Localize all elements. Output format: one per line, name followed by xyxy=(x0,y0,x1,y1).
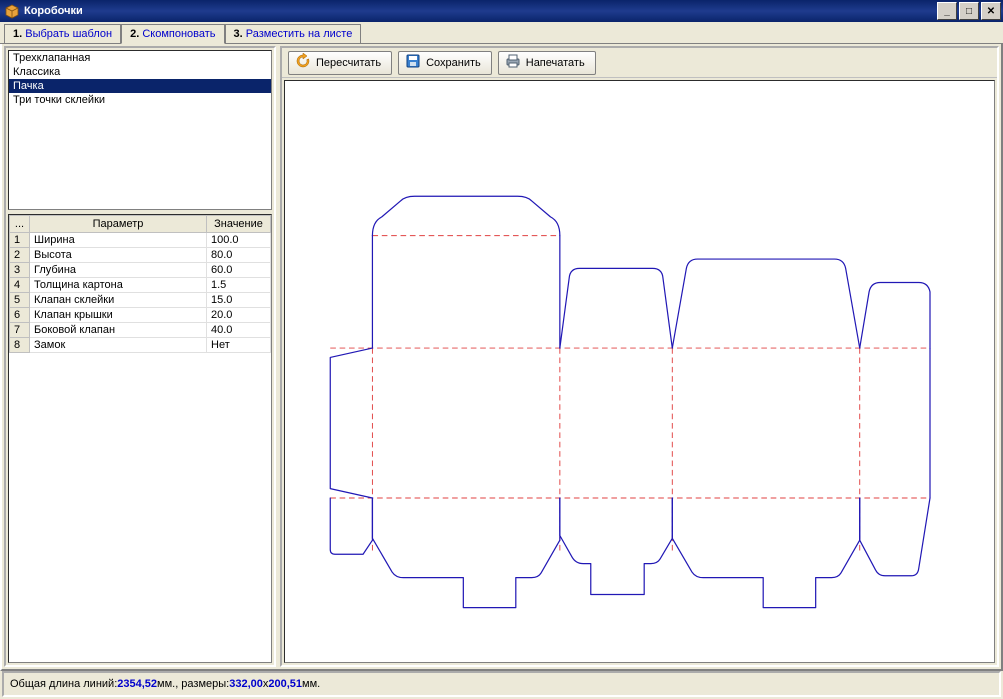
template-item[interactable]: Классика xyxy=(9,65,271,79)
close-button[interactable]: ✕ xyxy=(981,2,1001,20)
status-suffix: мм. xyxy=(302,678,320,690)
titlebar: Коробочки _ □ ✕ xyxy=(0,0,1003,22)
table-row[interactable]: 8ЗамокНет xyxy=(10,338,271,353)
status-length: 2354,52 xyxy=(117,678,157,690)
param-name: Высота xyxy=(30,248,207,263)
left-panel: ТрехклапаннаяКлассикаПачкаТри точки скле… xyxy=(4,46,276,667)
col-value[interactable]: Значение xyxy=(207,216,271,233)
table-row[interactable]: 2Высота80.0 xyxy=(10,248,271,263)
status-mid: мм., размеры: xyxy=(157,678,229,690)
col-param[interactable]: Параметр xyxy=(30,216,207,233)
tab[interactable]: 1. Выбрать шаблон xyxy=(4,24,121,43)
param-name: Боковой клапан xyxy=(30,323,207,338)
row-index: 1 xyxy=(10,233,30,248)
maximize-button[interactable]: □ xyxy=(959,2,979,20)
param-value[interactable]: 20.0 xyxy=(207,308,271,323)
template-list[interactable]: ТрехклапаннаяКлассикаПачкаТри точки скле… xyxy=(8,50,272,210)
param-name: Глубина xyxy=(30,263,207,278)
box-icon xyxy=(4,3,20,19)
window-title: Коробочки xyxy=(24,5,937,17)
recalculate-button[interactable]: Пересчитать xyxy=(288,51,392,75)
param-name: Замок xyxy=(30,338,207,353)
row-index: 6 xyxy=(10,308,30,323)
status-height: 200,51 xyxy=(268,678,302,690)
tab-label: Скомпоновать xyxy=(142,28,215,40)
param-value[interactable]: Нет xyxy=(207,338,271,353)
param-value[interactable]: 60.0 xyxy=(207,263,271,278)
template-item[interactable]: Три точки склейки xyxy=(9,93,271,107)
table-row[interactable]: 7Боковой клапан40.0 xyxy=(10,323,271,338)
recalc-label: Пересчитать xyxy=(316,57,381,69)
param-name: Толщина картона xyxy=(30,278,207,293)
save-icon xyxy=(405,53,421,72)
tab-num: 2. xyxy=(130,28,142,40)
status-width: 332,00 xyxy=(229,678,263,690)
tab[interactable]: 3. Разместить на листе xyxy=(225,24,362,43)
tab-num: 1. xyxy=(13,28,25,40)
template-item[interactable]: Трехклапанная xyxy=(9,51,271,65)
tab-num: 3. xyxy=(234,28,246,40)
param-value[interactable]: 15.0 xyxy=(207,293,271,308)
row-index: 5 xyxy=(10,293,30,308)
row-index: 7 xyxy=(10,323,30,338)
row-index: 3 xyxy=(10,263,30,278)
tab-bar: 1. Выбрать шаблон2. Скомпоновать3. Разме… xyxy=(0,22,1003,44)
print-label: Напечатать xyxy=(526,57,585,69)
parameter-table[interactable]: ... Параметр Значение 1Ширина100.02Высот… xyxy=(8,214,272,663)
param-name: Ширина xyxy=(30,233,207,248)
table-row[interactable]: 4Толщина картона1.5 xyxy=(10,278,271,293)
save-button[interactable]: Сохранить xyxy=(398,51,492,75)
table-row[interactable]: 3Глубина60.0 xyxy=(10,263,271,278)
status-prefix: Общая длина линий: xyxy=(10,678,117,690)
status-bar: Общая длина линий: 2354,52 мм., размеры:… xyxy=(2,671,1001,697)
print-icon xyxy=(505,53,521,72)
window-controls: _ □ ✕ xyxy=(937,2,1001,20)
col-index[interactable]: ... xyxy=(10,216,30,233)
tab-label: Разместить на листе xyxy=(246,28,353,40)
recalc-icon xyxy=(295,53,311,72)
param-value[interactable]: 80.0 xyxy=(207,248,271,263)
tab[interactable]: 2. Скомпоновать xyxy=(121,24,224,44)
template-item[interactable]: Пачка xyxy=(9,79,271,93)
save-label: Сохранить xyxy=(426,57,481,69)
minimize-button[interactable]: _ xyxy=(937,2,957,20)
print-button[interactable]: Напечатать xyxy=(498,51,596,75)
table-row[interactable]: 1Ширина100.0 xyxy=(10,233,271,248)
param-name: Клапан крышки xyxy=(30,308,207,323)
param-name: Клапан склейки xyxy=(30,293,207,308)
param-value[interactable]: 100.0 xyxy=(207,233,271,248)
tab-label: Выбрать шаблон xyxy=(25,28,112,40)
row-index: 2 xyxy=(10,248,30,263)
row-index: 4 xyxy=(10,278,30,293)
param-value[interactable]: 40.0 xyxy=(207,323,271,338)
table-row[interactable]: 6Клапан крышки20.0 xyxy=(10,308,271,323)
right-panel: Пересчитать Сохранить Напечатать xyxy=(280,46,999,667)
table-row[interactable]: 5Клапан склейки15.0 xyxy=(10,293,271,308)
row-index: 8 xyxy=(10,338,30,353)
toolbar: Пересчитать Сохранить Напечатать xyxy=(282,48,997,78)
diagram-canvas xyxy=(284,80,995,663)
param-value[interactable]: 1.5 xyxy=(207,278,271,293)
